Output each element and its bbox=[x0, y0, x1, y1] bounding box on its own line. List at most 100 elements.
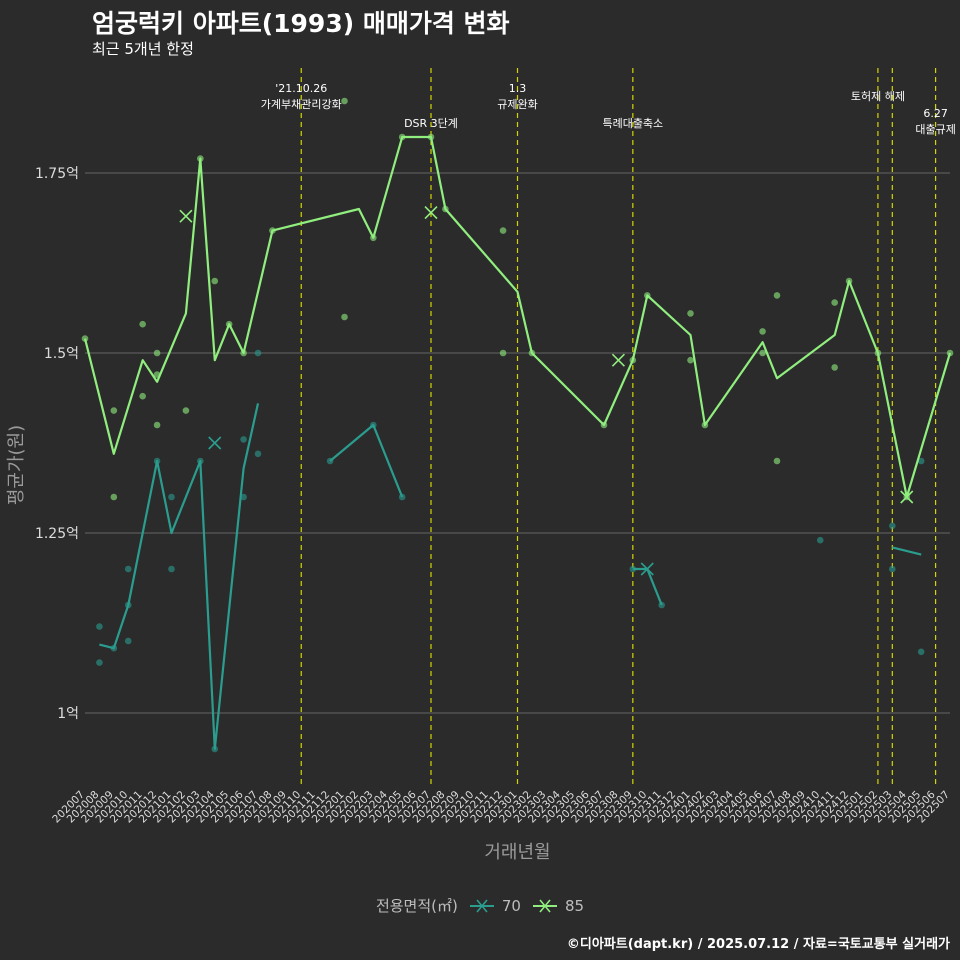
data-point-85 bbox=[153, 421, 161, 429]
x-marker-70 bbox=[640, 562, 654, 576]
x-marker-85 bbox=[424, 206, 438, 220]
data-point-85 bbox=[139, 392, 146, 400]
data-point-70 bbox=[254, 349, 262, 357]
data-point-85 bbox=[182, 407, 190, 414]
data-point-85 bbox=[341, 313, 348, 321]
data-point-70 bbox=[168, 493, 175, 501]
policy-annotation-label: 6.27 bbox=[923, 107, 948, 120]
data-point-70 bbox=[398, 493, 406, 501]
data-point-70 bbox=[211, 745, 219, 753]
chart-title: 엄궁럭키 아파트(1993) 매매가격 변화 bbox=[92, 9, 510, 38]
data-point-70 bbox=[917, 648, 925, 656]
series-line-70 bbox=[632, 567, 663, 606]
data-point-70 bbox=[124, 565, 132, 573]
data-point-70 bbox=[168, 565, 175, 573]
y-tick-label: 1억 bbox=[57, 706, 79, 722]
policy-annotation-label: DSR 3단계 bbox=[404, 117, 458, 130]
source-caption: ©디아파트(dapt.kr) / 2025.07.12 / 자료=국토교통부 실… bbox=[566, 937, 950, 952]
series-line-70 bbox=[329, 423, 404, 498]
chart-subtitle: 최근 5개년 한정 bbox=[92, 40, 194, 58]
data-point-70 bbox=[240, 436, 247, 443]
data-point-70 bbox=[240, 493, 247, 501]
data-point-70 bbox=[124, 601, 132, 609]
data-point-85 bbox=[110, 493, 118, 501]
data-point-85 bbox=[499, 227, 507, 234]
data-point-85 bbox=[499, 349, 507, 357]
data-point-85 bbox=[110, 407, 118, 414]
data-point-85 bbox=[427, 133, 435, 141]
policy-annotation-label: 특례대출축소 bbox=[602, 117, 663, 130]
data-point-70 bbox=[124, 637, 132, 645]
data-point-85 bbox=[370, 234, 377, 242]
legend-title: 전용면적(㎡) bbox=[375, 897, 458, 915]
legend: 전용면적(㎡) 70 85 bbox=[0, 895, 960, 916]
legend-item-70: 70 bbox=[468, 896, 521, 916]
data-point-85 bbox=[211, 277, 219, 285]
policy-annotation-label: 가계부채관리강화 bbox=[261, 98, 342, 111]
series-line-70 bbox=[99, 403, 260, 751]
data-point-85 bbox=[528, 349, 536, 357]
data-point-70 bbox=[96, 623, 103, 630]
policy-annotation-label: 규제완화 bbox=[497, 98, 537, 111]
series-line-70 bbox=[892, 546, 922, 556]
y-tick-label: 1.25억 bbox=[35, 526, 79, 542]
data-point-85 bbox=[643, 292, 651, 299]
policy-annotation-label: 대출규제 bbox=[915, 123, 955, 136]
y-axis-title: 평균가(원) bbox=[6, 425, 27, 505]
x-marker-85 bbox=[900, 490, 914, 504]
data-point-85 bbox=[687, 356, 694, 364]
data-point-85 bbox=[831, 364, 838, 371]
data-point-85 bbox=[759, 328, 766, 335]
data-point-70 bbox=[96, 659, 103, 666]
y-tick-label: 1.75억 bbox=[35, 166, 79, 182]
data-point-70 bbox=[816, 536, 824, 544]
legend-swatch-70-icon bbox=[469, 898, 494, 913]
data-point-85 bbox=[225, 320, 233, 328]
y-tick-label: 1.5억 bbox=[44, 346, 79, 362]
policy-annotation-label: '21.10.26 bbox=[275, 82, 327, 95]
data-point-85 bbox=[197, 155, 204, 162]
legend-label-70: 70 bbox=[501, 896, 521, 915]
data-point-85 bbox=[629, 356, 637, 364]
data-point-85 bbox=[687, 310, 694, 317]
data-point-70 bbox=[889, 522, 896, 530]
data-point-70 bbox=[153, 457, 161, 465]
data-point-85 bbox=[845, 277, 853, 285]
policy-annotation-label: 1.3 bbox=[509, 82, 527, 95]
data-point-85 bbox=[153, 349, 161, 357]
data-point-85 bbox=[398, 133, 406, 141]
data-point-70 bbox=[889, 565, 896, 573]
data-point-70 bbox=[197, 457, 204, 465]
legend-item-85: 85 bbox=[531, 896, 584, 916]
data-point-85 bbox=[759, 349, 766, 357]
data-point-70 bbox=[658, 601, 665, 609]
data-point-85 bbox=[442, 205, 449, 213]
data-point-70 bbox=[917, 457, 925, 465]
data-point-85 bbox=[269, 227, 276, 234]
data-point-85 bbox=[773, 457, 781, 465]
data-point-85 bbox=[81, 335, 89, 342]
x-marker-85 bbox=[179, 209, 193, 223]
data-point-85 bbox=[701, 421, 709, 429]
data-point-70 bbox=[326, 457, 334, 465]
x-marker-70 bbox=[208, 436, 222, 450]
data-point-85 bbox=[153, 371, 161, 378]
policy-annotation-label: 토허제 해제 bbox=[851, 89, 905, 103]
legend-swatch-85-icon bbox=[532, 898, 557, 913]
legend-label-85: 85 bbox=[564, 896, 585, 915]
data-point-70 bbox=[370, 421, 377, 429]
data-point-85 bbox=[139, 320, 146, 328]
x-axis-title: 거래년월 bbox=[484, 842, 550, 863]
data-point-85 bbox=[240, 349, 247, 357]
data-point-70 bbox=[629, 565, 637, 573]
data-point-85 bbox=[946, 349, 954, 357]
data-point-70 bbox=[110, 644, 118, 652]
data-point-85 bbox=[773, 292, 781, 299]
data-point-85 bbox=[831, 299, 838, 306]
data-point-85 bbox=[874, 349, 882, 357]
data-point-85 bbox=[341, 97, 348, 105]
data-point-85 bbox=[600, 421, 608, 429]
x-marker-85 bbox=[611, 353, 625, 367]
data-point-70 bbox=[254, 450, 262, 458]
